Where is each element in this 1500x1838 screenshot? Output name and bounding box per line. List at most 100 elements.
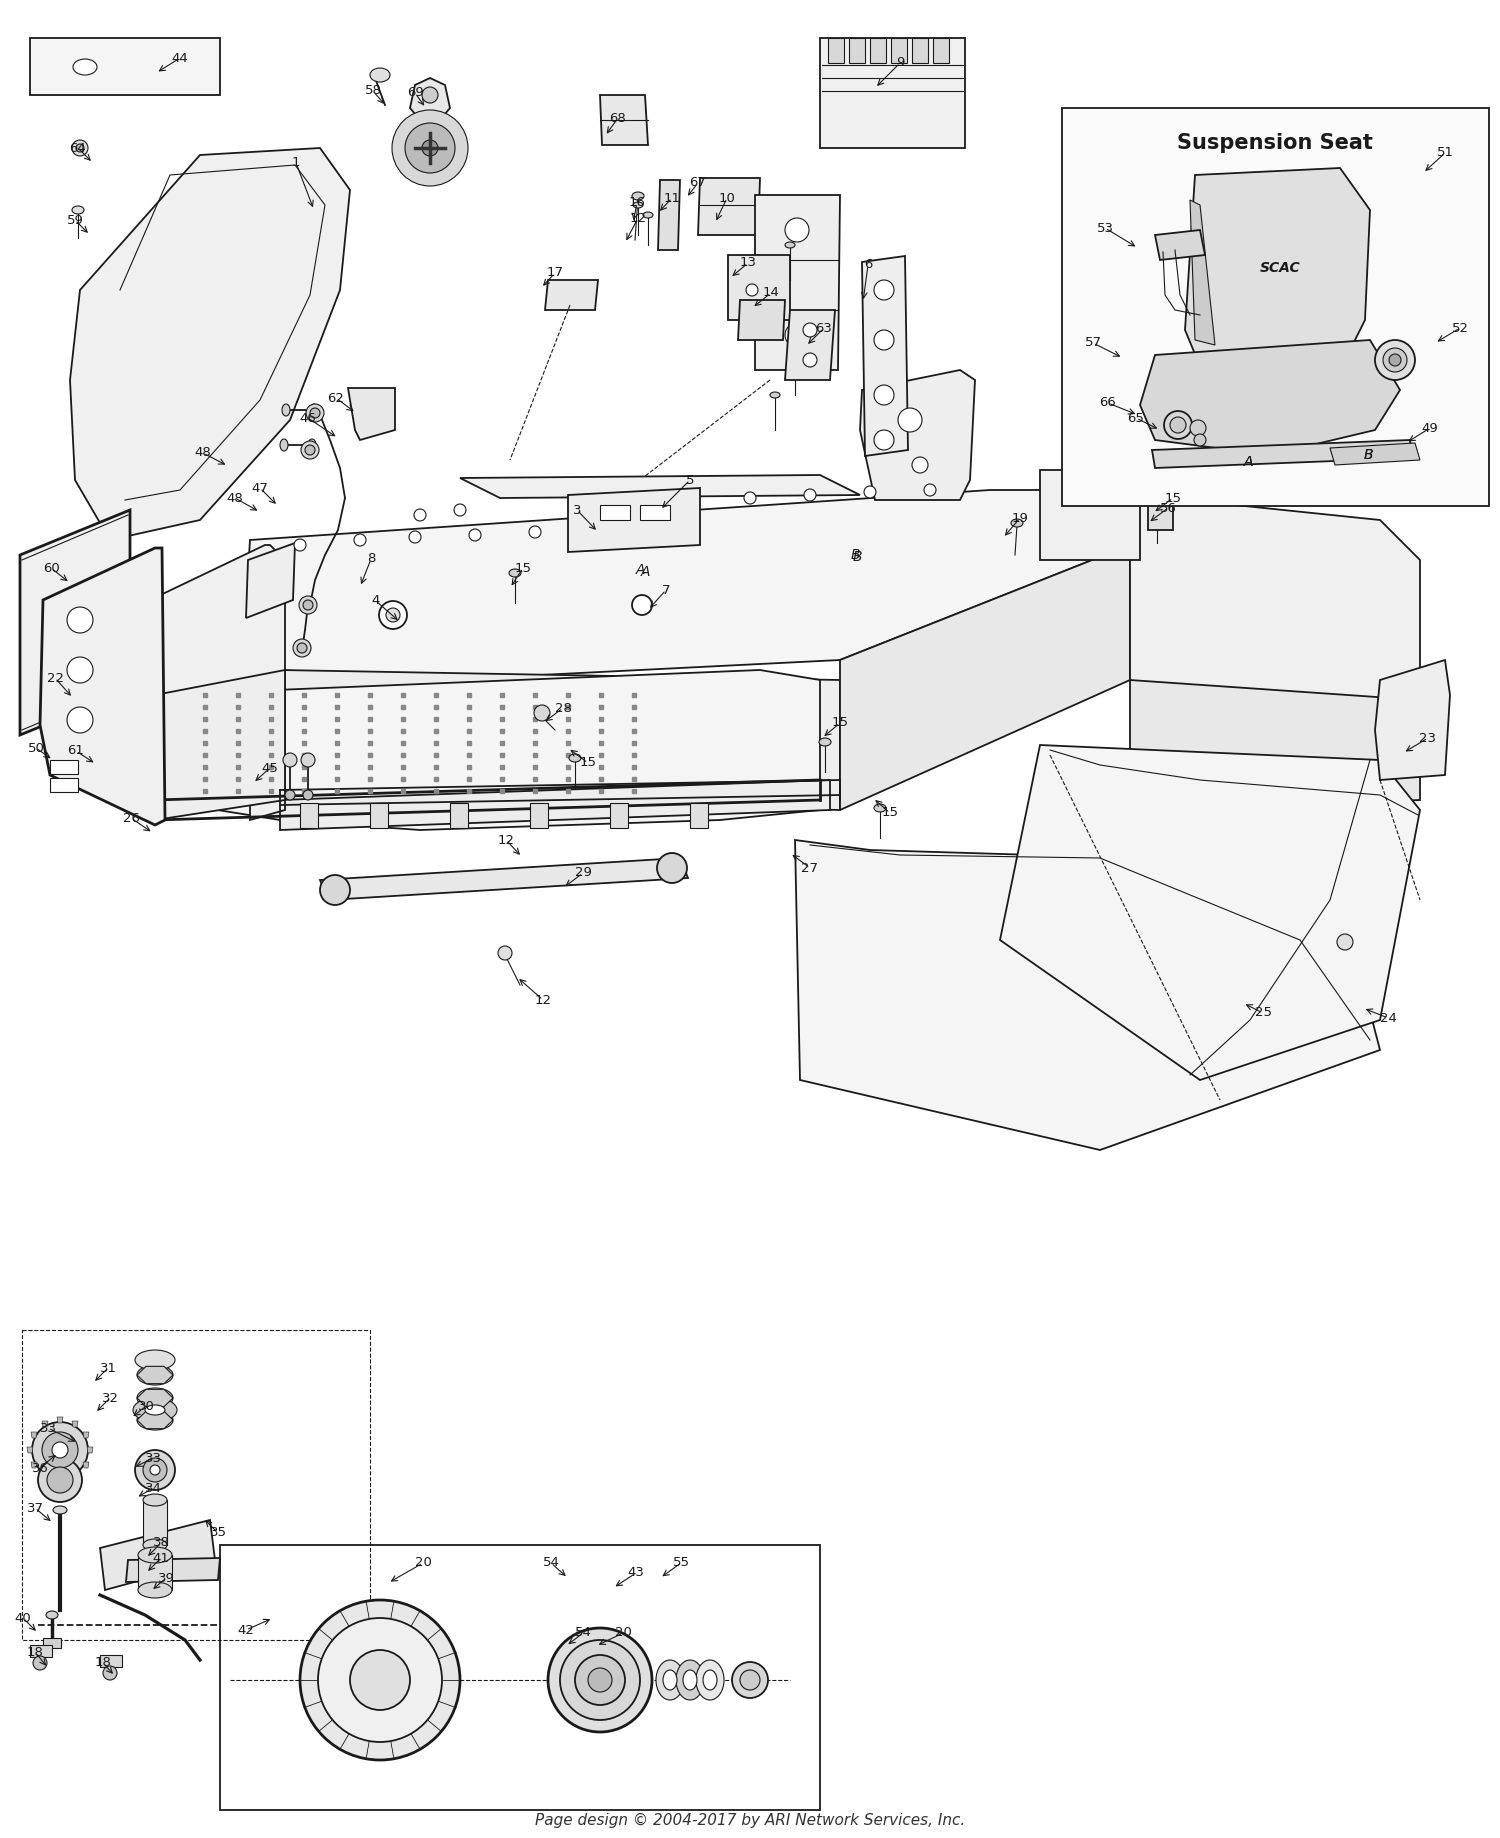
Bar bbox=[821, 39, 965, 149]
Text: 12: 12 bbox=[534, 994, 552, 1007]
Ellipse shape bbox=[302, 754, 315, 766]
Ellipse shape bbox=[292, 640, 310, 656]
Polygon shape bbox=[27, 1447, 33, 1454]
Ellipse shape bbox=[784, 243, 795, 248]
Ellipse shape bbox=[784, 323, 808, 347]
Polygon shape bbox=[1190, 200, 1215, 346]
Bar bbox=[610, 803, 628, 827]
Ellipse shape bbox=[142, 1538, 166, 1551]
Ellipse shape bbox=[142, 1458, 166, 1481]
Ellipse shape bbox=[32, 1423, 88, 1478]
Text: 15: 15 bbox=[514, 561, 531, 575]
Bar bbox=[828, 39, 844, 62]
Text: 15: 15 bbox=[882, 807, 898, 820]
Polygon shape bbox=[100, 1520, 214, 1590]
Ellipse shape bbox=[1170, 417, 1186, 434]
Polygon shape bbox=[57, 1478, 63, 1483]
Text: 39: 39 bbox=[158, 1571, 174, 1584]
Polygon shape bbox=[348, 388, 394, 439]
Polygon shape bbox=[32, 1432, 38, 1437]
Text: 55: 55 bbox=[672, 1557, 690, 1570]
Polygon shape bbox=[126, 1559, 220, 1583]
Ellipse shape bbox=[300, 1601, 460, 1761]
Ellipse shape bbox=[1190, 421, 1206, 436]
Text: SCAC: SCAC bbox=[1260, 261, 1300, 276]
Ellipse shape bbox=[42, 1432, 78, 1469]
Text: 66: 66 bbox=[1100, 397, 1116, 410]
Ellipse shape bbox=[310, 408, 320, 417]
Text: 57: 57 bbox=[1084, 336, 1101, 349]
Polygon shape bbox=[460, 474, 860, 498]
Polygon shape bbox=[568, 489, 700, 551]
Ellipse shape bbox=[294, 539, 306, 551]
Ellipse shape bbox=[644, 211, 652, 219]
Text: 43: 43 bbox=[627, 1566, 645, 1579]
Ellipse shape bbox=[696, 1660, 724, 1700]
Polygon shape bbox=[795, 840, 1380, 1151]
Text: 58: 58 bbox=[364, 85, 381, 97]
Ellipse shape bbox=[802, 323, 818, 336]
Text: 62: 62 bbox=[327, 391, 345, 404]
Ellipse shape bbox=[146, 1404, 165, 1415]
Ellipse shape bbox=[874, 331, 894, 349]
Polygon shape bbox=[70, 149, 350, 540]
Bar bbox=[44, 1638, 62, 1649]
Polygon shape bbox=[40, 548, 165, 825]
Text: 6: 6 bbox=[864, 259, 871, 272]
Text: 38: 38 bbox=[153, 1537, 170, 1549]
Ellipse shape bbox=[354, 535, 366, 546]
Ellipse shape bbox=[874, 430, 894, 450]
Text: 54: 54 bbox=[543, 1557, 560, 1570]
Text: 5: 5 bbox=[686, 474, 694, 487]
Polygon shape bbox=[82, 1432, 88, 1437]
Ellipse shape bbox=[46, 1467, 74, 1492]
Text: B: B bbox=[1364, 448, 1372, 461]
Polygon shape bbox=[87, 1447, 93, 1454]
Polygon shape bbox=[32, 1461, 38, 1469]
Ellipse shape bbox=[392, 110, 468, 186]
Text: 16: 16 bbox=[628, 197, 645, 210]
Polygon shape bbox=[1155, 230, 1204, 259]
Ellipse shape bbox=[303, 790, 313, 800]
Text: A: A bbox=[640, 564, 650, 579]
Ellipse shape bbox=[1336, 934, 1353, 950]
Polygon shape bbox=[244, 619, 280, 800]
Polygon shape bbox=[728, 255, 790, 320]
Text: 28: 28 bbox=[555, 702, 572, 715]
Polygon shape bbox=[738, 300, 784, 340]
Polygon shape bbox=[154, 671, 821, 831]
Text: 4: 4 bbox=[372, 594, 380, 608]
Ellipse shape bbox=[1389, 355, 1401, 366]
Ellipse shape bbox=[676, 1660, 703, 1700]
Polygon shape bbox=[42, 1421, 48, 1426]
Polygon shape bbox=[154, 671, 285, 820]
Ellipse shape bbox=[405, 123, 454, 173]
Ellipse shape bbox=[285, 790, 296, 800]
Text: B: B bbox=[850, 548, 859, 562]
Polygon shape bbox=[1000, 744, 1420, 1081]
Text: 51: 51 bbox=[1437, 147, 1454, 160]
Ellipse shape bbox=[33, 1656, 46, 1671]
Text: 24: 24 bbox=[1380, 1011, 1396, 1024]
Ellipse shape bbox=[874, 384, 894, 404]
Text: 40: 40 bbox=[15, 1612, 32, 1625]
Ellipse shape bbox=[632, 191, 644, 200]
Polygon shape bbox=[20, 509, 130, 735]
Text: 17: 17 bbox=[546, 267, 564, 279]
Text: 41: 41 bbox=[153, 1551, 170, 1564]
Ellipse shape bbox=[1194, 434, 1206, 447]
Ellipse shape bbox=[53, 1505, 68, 1515]
Text: 64: 64 bbox=[69, 142, 87, 154]
Polygon shape bbox=[246, 542, 296, 618]
Bar bbox=[1062, 108, 1490, 505]
Ellipse shape bbox=[912, 458, 928, 472]
Bar bbox=[370, 803, 388, 827]
Ellipse shape bbox=[410, 531, 422, 542]
Ellipse shape bbox=[656, 1660, 684, 1700]
Text: 48: 48 bbox=[195, 447, 211, 460]
Ellipse shape bbox=[134, 1399, 177, 1423]
Text: 8: 8 bbox=[368, 553, 375, 566]
Bar bbox=[690, 803, 708, 827]
Text: 32: 32 bbox=[102, 1391, 118, 1404]
Ellipse shape bbox=[297, 643, 307, 652]
